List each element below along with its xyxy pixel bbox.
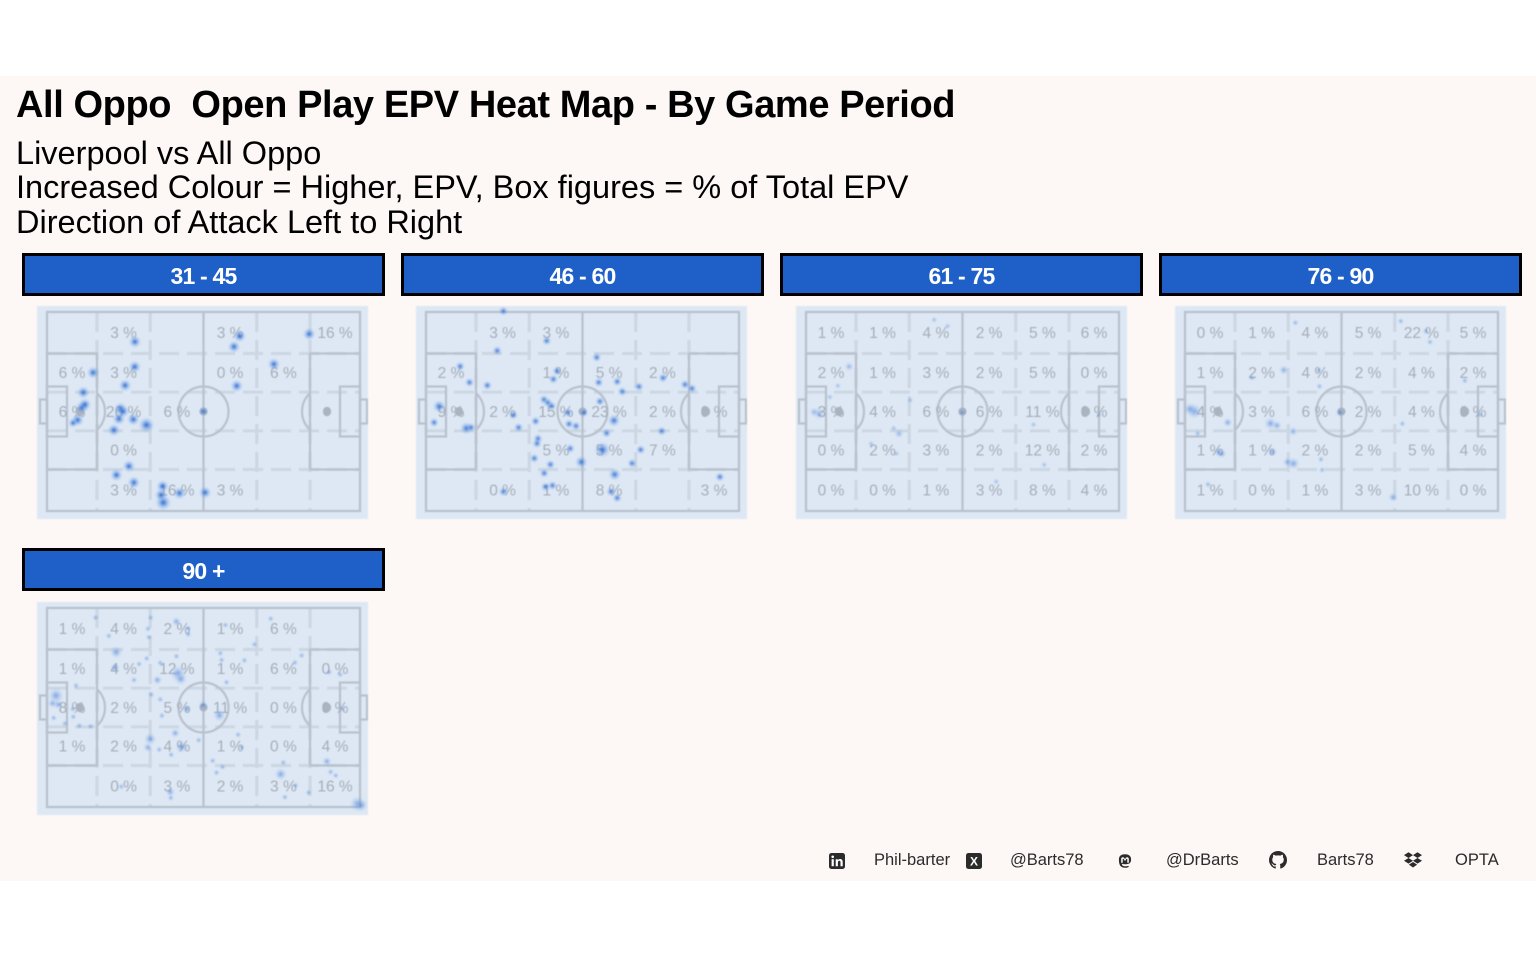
svg-text:4 %: 4 % (1460, 443, 1487, 460)
svg-text:7 %: 7 % (649, 443, 676, 460)
svg-text:0 %: 0 % (817, 443, 844, 460)
svg-text:3 %: 3 % (1248, 404, 1275, 421)
svg-text:1 %: 1 % (1197, 483, 1224, 500)
svg-text:3 %: 3 % (1355, 483, 1382, 500)
svg-text:0 %: 0 % (321, 661, 348, 678)
svg-text:1 %: 1 % (1302, 483, 1329, 500)
svg-text:0 %: 0 % (1080, 365, 1107, 382)
svg-text:0 %: 0 % (1197, 325, 1224, 342)
svg-text:2 %: 2 % (1355, 404, 1382, 421)
svg-text:2 %: 2 % (1080, 443, 1107, 460)
svg-text:6 %: 6 % (270, 661, 297, 678)
svg-text:3 %: 3 % (922, 365, 949, 382)
svg-text:2 %: 2 % (110, 700, 137, 717)
svg-text:2 %: 2 % (163, 621, 190, 638)
svg-text:11 %: 11 % (1025, 404, 1059, 421)
svg-text:1 %: 1 % (216, 661, 243, 678)
svg-text:15 %: 15 % (538, 404, 574, 421)
svg-text:3 %: 3 % (922, 443, 949, 460)
svg-text:2 %: 2 % (649, 404, 676, 421)
svg-text:3 %: 3 % (701, 483, 728, 500)
svg-text:1 %: 1 % (58, 621, 85, 638)
svg-text:1 %: 1 % (58, 739, 85, 756)
svg-text:6 %: 6 % (163, 404, 190, 421)
svg-text:4 %: 4 % (869, 404, 896, 421)
svg-text:4 %: 4 % (1302, 325, 1329, 342)
svg-text:5 %: 5 % (543, 443, 570, 460)
svg-text:5 %: 5 % (1460, 325, 1487, 342)
svg-text:2 %: 2 % (216, 779, 243, 796)
svg-text:6 %: 6 % (1302, 404, 1329, 421)
svg-text:1 %: 1 % (817, 325, 844, 342)
svg-text:1 %: 1 % (869, 365, 896, 382)
svg-text:10 %: 10 % (1404, 483, 1440, 500)
svg-text:8 %: 8 % (1029, 483, 1056, 500)
svg-text:5 %: 5 % (1355, 325, 1382, 342)
svg-text:X: X (970, 854, 978, 868)
svg-text:2 %: 2 % (975, 325, 1002, 342)
svg-text:6 %: 6 % (58, 365, 85, 382)
svg-text:4 %: 4 % (1302, 365, 1329, 382)
svg-text:2 %: 2 % (975, 365, 1002, 382)
svg-text:2 %: 2 % (110, 739, 137, 756)
svg-text:5 %: 5 % (1408, 443, 1435, 460)
svg-text:1 %: 1 % (1248, 443, 1275, 460)
svg-text:1 %: 1 % (869, 325, 896, 342)
svg-text:16 %: 16 % (317, 325, 353, 342)
svg-text:16 %: 16 % (317, 779, 353, 796)
svg-text:4 %: 4 % (1080, 483, 1107, 500)
svg-text:3 %: 3 % (489, 325, 516, 342)
svg-text:6 %: 6 % (1080, 325, 1107, 342)
svg-text:12 %: 12 % (1024, 443, 1060, 460)
svg-text:3 %: 3 % (975, 483, 1002, 500)
svg-text:0 %: 0 % (1460, 483, 1487, 500)
svg-text:2 %: 2 % (869, 443, 896, 460)
svg-text:4 %: 4 % (110, 621, 137, 638)
svg-text:4 %: 4 % (922, 325, 949, 342)
svg-text:22 %: 22 % (1404, 325, 1440, 342)
svg-text:4 %: 4 % (1408, 404, 1435, 421)
svg-text:4 %: 4 % (1408, 365, 1435, 382)
svg-text:0 %: 0 % (110, 443, 137, 460)
svg-text:2 %: 2 % (1302, 443, 1329, 460)
svg-text:6 %: 6 % (922, 404, 949, 421)
svg-text:6 %: 6 % (270, 621, 297, 638)
svg-text:2 %: 2 % (817, 365, 844, 382)
svg-text:2 %: 2 % (1355, 443, 1382, 460)
svg-text:0 %: 0 % (1248, 483, 1275, 500)
svg-text:1 %: 1 % (1248, 325, 1275, 342)
svg-text:0 %: 0 % (270, 700, 297, 717)
svg-text:1 %: 1 % (58, 661, 85, 678)
svg-text:4 %: 4 % (321, 739, 348, 756)
svg-text:2 %: 2 % (975, 443, 1002, 460)
svg-text:3 %: 3 % (270, 779, 297, 796)
svg-text:6 %: 6 % (975, 404, 1002, 421)
svg-text:0 %: 0 % (869, 483, 896, 500)
svg-text:1 %: 1 % (922, 483, 949, 500)
svg-text:1 %: 1 % (1197, 365, 1224, 382)
svg-text:1 %: 1 % (216, 739, 243, 756)
svg-text:0 %: 0 % (216, 365, 243, 382)
svg-text:0 %: 0 % (817, 483, 844, 500)
svg-text:5 %: 5 % (1029, 325, 1056, 342)
svg-text:5 %: 5 % (1029, 365, 1056, 382)
svg-text:1 %: 1 % (216, 621, 243, 638)
svg-text:3 %: 3 % (216, 483, 243, 500)
svg-text:2 %: 2 % (1355, 365, 1382, 382)
svg-text:0 %: 0 % (270, 739, 297, 756)
